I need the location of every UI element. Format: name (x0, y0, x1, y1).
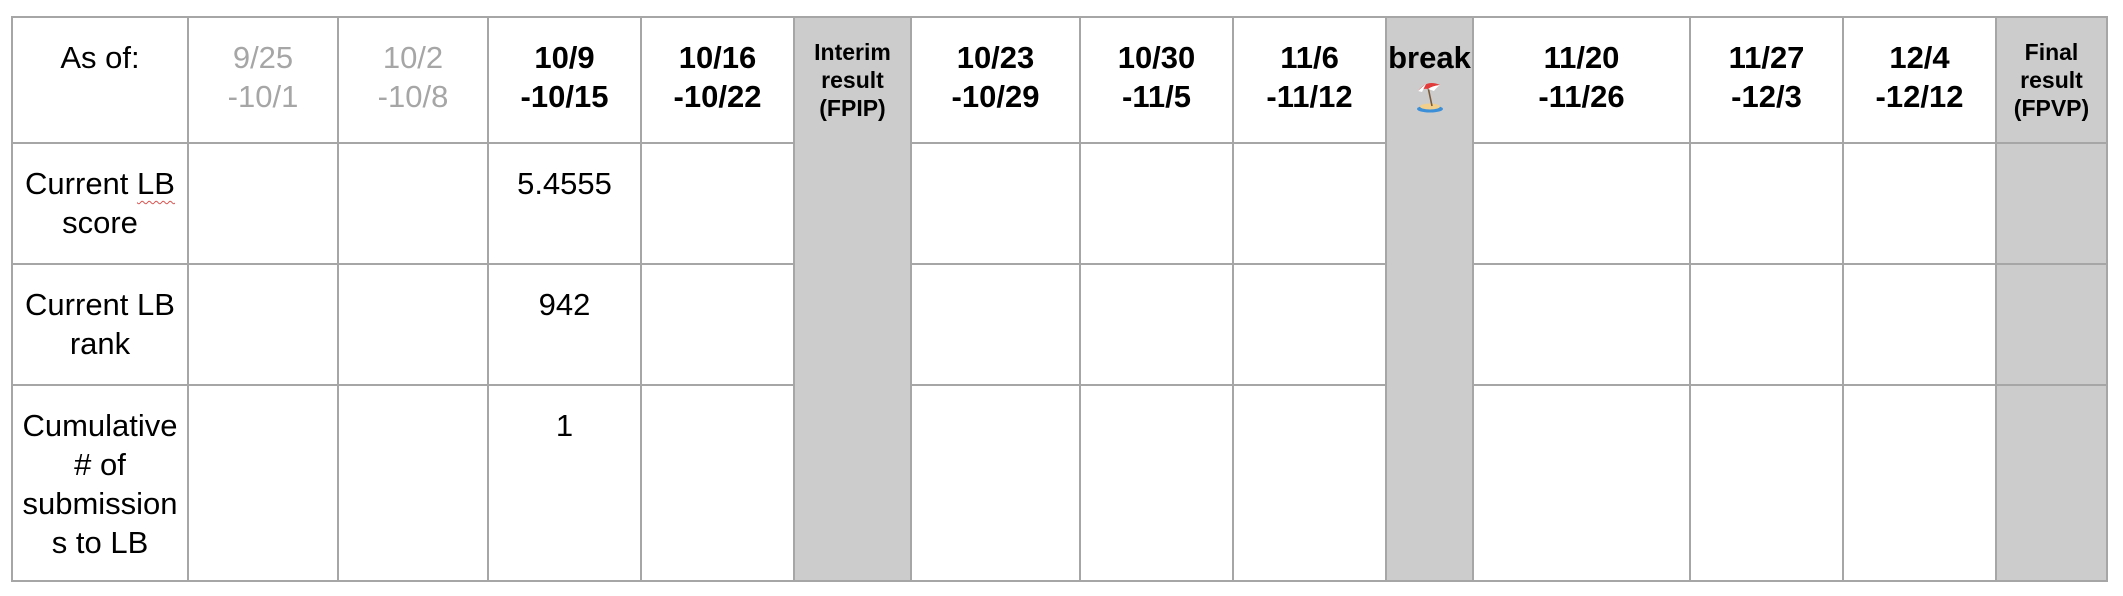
header-row: As of: 9/25 -10/1 10/2 -10/8 10/9 -10/15… (11, 16, 2108, 582)
cell-rank-10-23[interactable] (910, 263, 1081, 386)
interim-label: (FPIP) (819, 95, 886, 121)
cell-rank-12-4[interactable] (1842, 263, 1997, 386)
week-end: -10/1 (227, 79, 299, 114)
cell-score-11-20[interactable] (1472, 142, 1691, 265)
week-header-10-16[interactable]: 10/16 -10/22 (640, 16, 795, 144)
week-header-11-27[interactable]: 11/27 -12/3 (1689, 16, 1844, 144)
cell-score-10-16[interactable] (640, 142, 795, 265)
row-label-line: score (62, 205, 138, 240)
cell-rank-10-30[interactable] (1079, 263, 1234, 386)
week-end: -11/5 (1122, 79, 1191, 114)
week-header-12-4[interactable]: 12/4 -12/12 (1842, 16, 1997, 144)
week-start: 10/9 (534, 40, 595, 75)
row-label-lb-rank[interactable]: Current LB rank (11, 263, 189, 386)
row-label-line: s to LB (51, 525, 149, 560)
as-of-header[interactable]: As of: (11, 16, 189, 144)
week-header-10-9[interactable]: 10/9 -10/15 (487, 16, 642, 144)
cell-score-11-6[interactable] (1232, 142, 1387, 265)
spellcheck-marked-word: LB (137, 166, 175, 201)
cell-rank-10-9[interactable]: 942 (487, 263, 642, 386)
week-end: -10/8 (377, 79, 449, 114)
cell-score-10-2[interactable] (337, 142, 489, 265)
week-header-10-2[interactable]: 10/2 -10/8 (337, 16, 489, 144)
week-header-9-25[interactable]: 9/25 -10/1 (187, 16, 339, 144)
cell-subs-10-16[interactable] (640, 384, 795, 582)
week-end: -10/15 (520, 79, 609, 114)
cell-subs-11-27[interactable] (1689, 384, 1844, 582)
week-end: -12/3 (1731, 79, 1802, 114)
leaderboard-tracker-table: As of: 9/25 -10/1 10/2 -10/8 10/9 -10/15… (11, 16, 2108, 582)
row-label-line: Cumulative (22, 408, 178, 443)
final-label: result (2020, 67, 2083, 93)
final-result-header[interactable]: Final result (FPVP) (1995, 16, 2108, 144)
interim-result-column[interactable]: Interim result (FPIP) (793, 16, 912, 582)
cell-score-11-27[interactable] (1689, 142, 1844, 265)
cell-score-9-25[interactable] (187, 142, 339, 265)
row-label-line: submission (22, 486, 178, 521)
cell-score-final[interactable] (1995, 142, 2108, 265)
week-start: 10/2 (382, 40, 444, 75)
row-label-line: rank (69, 326, 131, 361)
cell-subs-10-2[interactable] (337, 384, 489, 582)
week-end: -12/12 (1875, 79, 1964, 114)
cell-subs-11-20[interactable] (1472, 384, 1691, 582)
week-start: 10/30 (1117, 40, 1196, 75)
cell-subs-11-6[interactable] (1232, 384, 1387, 582)
week-start: 11/20 (1543, 40, 1620, 75)
week-end: -10/29 (951, 79, 1040, 114)
cell-score-10-9[interactable]: 5.4555 (487, 142, 642, 265)
cell-subs-10-30[interactable] (1079, 384, 1234, 582)
week-end: -11/26 (1538, 79, 1625, 114)
cell-rank-final[interactable] (1995, 263, 2108, 386)
beach-umbrella-icon (1416, 83, 1443, 113)
week-end: -11/12 (1266, 79, 1353, 114)
week-start: 10/23 (956, 40, 1035, 75)
cell-subs-9-25[interactable] (187, 384, 339, 582)
cell-rank-11-27[interactable] (1689, 263, 1844, 386)
week-start: 9/25 (232, 40, 294, 75)
interim-label: Interim (814, 39, 891, 65)
cell-score-10-23[interactable] (910, 142, 1081, 265)
row-label-line: Current LB (25, 287, 175, 322)
row-label-line: # of (74, 447, 126, 482)
final-label: Final (2024, 39, 2079, 65)
cell-subs-final[interactable] (1995, 384, 2108, 582)
row-label-line: Current LB (17, 164, 183, 203)
break-column[interactable]: break (1385, 16, 1474, 582)
week-header-10-30[interactable]: 10/30 -11/5 (1079, 16, 1234, 144)
row-label-submissions[interactable]: Cumulative # of submission s to LB (11, 384, 189, 582)
cell-score-10-30[interactable] (1079, 142, 1234, 265)
row-label-lb-score[interactable]: Current LB score (11, 142, 189, 265)
cell-rank-10-2[interactable] (337, 263, 489, 386)
cell-subs-12-4[interactable] (1842, 384, 1997, 582)
cell-rank-11-6[interactable] (1232, 263, 1387, 386)
week-header-11-6[interactable]: 11/6 -11/12 (1232, 16, 1387, 144)
cell-rank-9-25[interactable] (187, 263, 339, 386)
row-label-text: Current (25, 166, 138, 201)
cell-rank-10-16[interactable] (640, 263, 795, 386)
break-label: break (1388, 40, 1471, 75)
lb-score-row: Current LB score 5.4555 (11, 142, 2108, 265)
cell-subs-10-9[interactable]: 1 (487, 384, 642, 582)
lb-rank-row: Current LB rank 942 (11, 263, 2108, 386)
week-start: 11/27 (1728, 40, 1805, 75)
cell-score-12-4[interactable] (1842, 142, 1997, 265)
week-end: -10/22 (673, 79, 762, 114)
week-header-11-20[interactable]: 11/20 -11/26 (1472, 16, 1691, 144)
week-start: 12/4 (1889, 40, 1950, 75)
interim-label: result (821, 67, 884, 93)
cell-rank-11-20[interactable] (1472, 263, 1691, 386)
week-header-10-23[interactable]: 10/23 -10/29 (910, 16, 1081, 144)
week-start: 10/16 (678, 40, 757, 75)
as-of-label: As of: (60, 40, 140, 75)
cell-subs-10-23[interactable] (910, 384, 1081, 582)
week-start: 11/6 (1280, 40, 1339, 75)
final-label: (FPVP) (2013, 95, 2090, 121)
submissions-row: Cumulative # of submission s to LB 1 (11, 384, 2108, 582)
